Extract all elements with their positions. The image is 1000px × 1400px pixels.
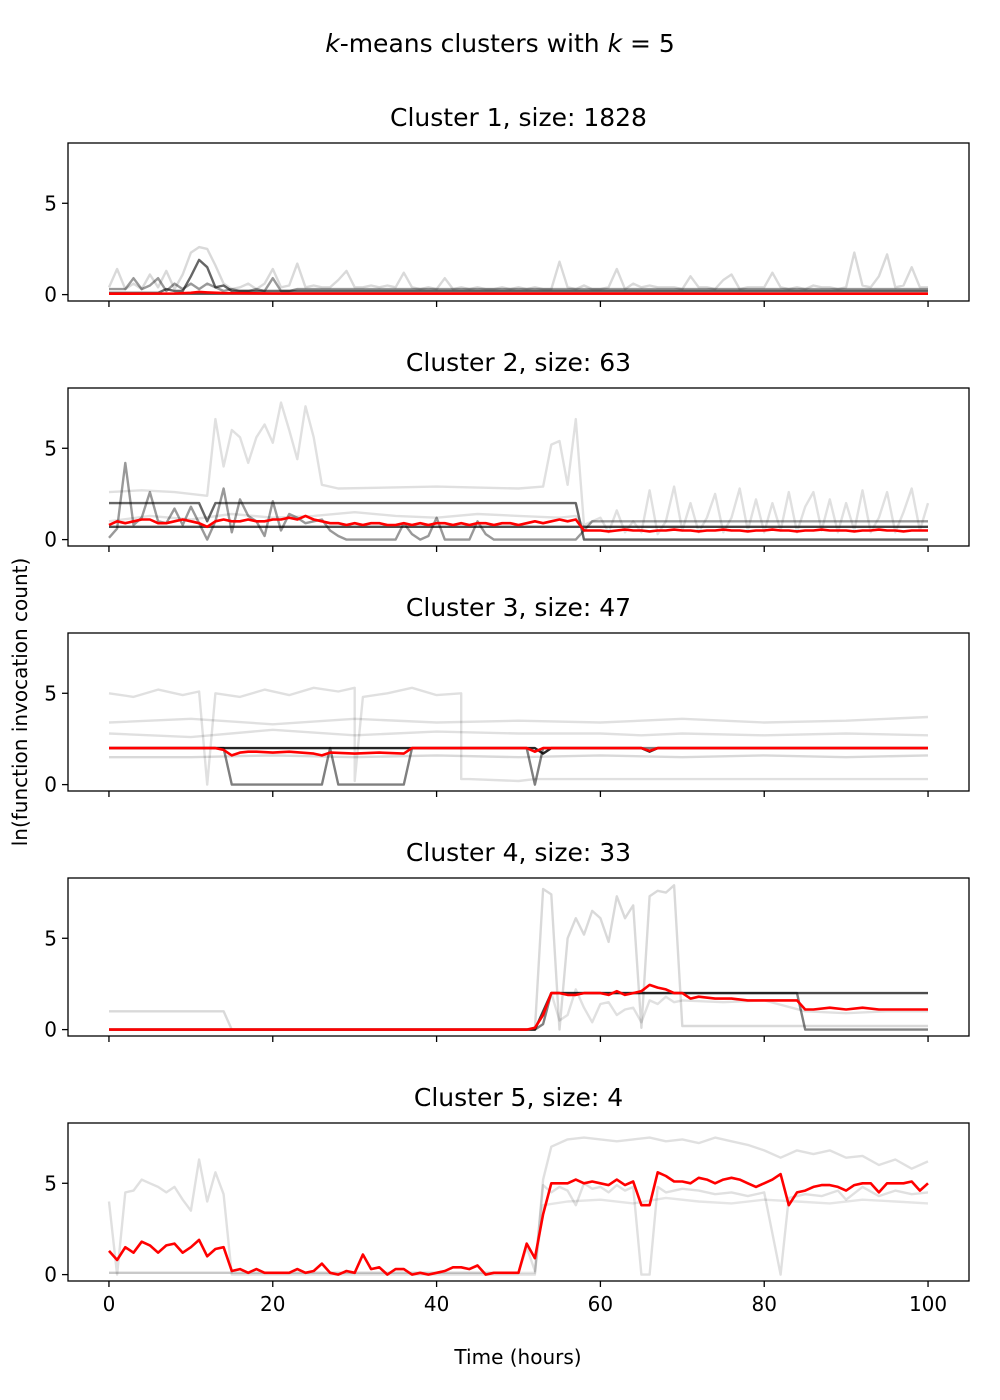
member-line-1 [107, 1136, 929, 1276]
subplot-title: Cluster 5, size: 4 [414, 1083, 623, 1112]
member-line-2 [109, 258, 928, 294]
y-tick-label: 0 [44, 283, 57, 307]
centroid-line [109, 746, 928, 757]
centroid-line [108, 290, 929, 296]
y-axis-label: ln(function invocation count) [8, 558, 32, 847]
centroid-line [108, 1171, 929, 1276]
subplot-1: Cluster 1, size: 1828 0 5 [44, 103, 970, 307]
y-tick-label: 5 [44, 436, 57, 460]
y-tick-label: 0 [44, 1018, 57, 1042]
series-group [108, 401, 930, 541]
x-tick-label: 0 [103, 1292, 116, 1316]
axes-frame [67, 142, 970, 302]
x-tick-label: 80 [752, 1292, 777, 1316]
member-line-3 [109, 754, 929, 759]
subplot-2: Cluster 2, size: 63 0 5 [44, 348, 970, 552]
x-tick-label: 60 [588, 1292, 613, 1316]
series-group [107, 1136, 929, 1276]
series-group [108, 686, 929, 786]
x-tick-label: 20 [260, 1292, 285, 1316]
member-line-3 [109, 1196, 929, 1275]
y-tick-label: 0 [44, 528, 57, 552]
y-tick-label: 5 [44, 681, 57, 705]
subplot-title: Cluster 1, size: 1828 [390, 103, 647, 132]
axes-frame [67, 632, 970, 792]
figure-title: k-means clusters with k = 5 [325, 29, 675, 58]
subplot-4: Cluster 4, size: 33 0 5 [44, 838, 970, 1042]
member-line-3 [109, 884, 928, 1031]
member-line-3 [109, 277, 928, 293]
member-line-2 [109, 1182, 929, 1276]
subplot-3: Cluster 3, size: 47 0 5 [44, 593, 970, 797]
subplot-5: Cluster 5, size: 4 0 5 0 20 40 60 80 100 [44, 1083, 970, 1316]
x-axis-label: Time (hours) [453, 1345, 581, 1369]
member-line-4 [107, 245, 928, 291]
x-tick-label: 100 [909, 1292, 947, 1316]
axes-frame [67, 1122, 970, 1282]
y-tick-label: 0 [44, 773, 57, 797]
series-group [107, 245, 929, 296]
y-tick-label: 5 [44, 926, 57, 950]
centroid-line [108, 514, 928, 533]
subplot-title: Cluster 3, size: 47 [406, 593, 631, 622]
axes-frame [67, 387, 970, 547]
centroid-line [109, 983, 928, 1031]
axes-frame [67, 877, 970, 1037]
subplot-title: Cluster 2, size: 63 [406, 348, 631, 377]
y-tick-label: 5 [44, 1171, 57, 1195]
member-line-5 [108, 715, 929, 726]
member-line-2 [109, 746, 928, 786]
y-tick-label: 0 [44, 1263, 57, 1287]
series-group [109, 884, 928, 1031]
member-line-4 [108, 401, 930, 536]
member-line-3 [108, 461, 928, 541]
member-line-4 [108, 686, 928, 786]
x-tick-label: 40 [424, 1292, 449, 1316]
member-line-6 [108, 728, 929, 739]
subplot-title: Cluster 4, size: 33 [406, 838, 631, 867]
member-line-5 [108, 511, 928, 528]
y-tick-label: 5 [44, 191, 57, 215]
member-line-2 [109, 501, 928, 541]
